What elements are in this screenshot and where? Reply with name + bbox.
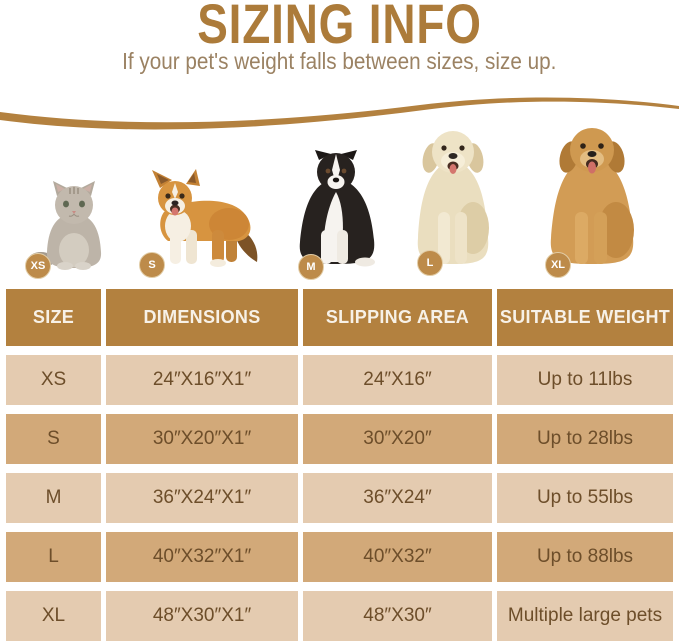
- column-header-slipping-area: SLIPPING AREA: [303, 289, 492, 346]
- pet-image-corgi: [126, 168, 268, 270]
- cell-l-suitable-weight: Up to 88lbs: [497, 532, 673, 582]
- cell-l-size: L: [6, 532, 101, 582]
- column-header-dimensions: DIMENSIONS: [106, 289, 298, 346]
- cell-xl-slipping-area: 48″X30″: [303, 591, 492, 641]
- size-badge-l: L: [417, 250, 443, 276]
- cell-xs-suitable-weight: Up to 11lbs: [497, 355, 673, 405]
- sizing-table: SIZE DIMENSIONS SLIPPING AREA SUITABLE W…: [6, 289, 673, 641]
- page-subtitle-text: If your pet's weight falls between sizes…: [122, 47, 557, 74]
- cell-xl-dimensions: 48″X30″X1″: [106, 591, 298, 641]
- cell-xl-size: XL: [6, 591, 101, 641]
- column-header-size: SIZE: [6, 289, 101, 346]
- size-badge-s: S: [139, 252, 165, 278]
- cell-xl-suitable-weight: Multiple large pets: [497, 591, 673, 641]
- cell-m-suitable-weight: Up to 55lbs: [497, 473, 673, 523]
- cell-s-dimensions: 30″X20″X1″: [106, 414, 298, 464]
- cell-m-size: M: [6, 473, 101, 523]
- cell-l-slipping-area: 40″X32″: [303, 532, 492, 582]
- page-title-text: SIZING INFO: [197, 0, 482, 55]
- cell-xs-size: XS: [6, 355, 101, 405]
- cell-xs-slipping-area: 24″X16″: [303, 355, 492, 405]
- size-badge-m: M: [298, 254, 324, 280]
- swoosh-divider: [0, 97, 679, 130]
- cell-s-suitable-weight: Up to 28lbs: [497, 414, 673, 464]
- size-badge-xs: XS: [25, 253, 51, 279]
- pet-image-cat: [28, 180, 120, 270]
- cell-xs-dimensions: 24″X16″X1″: [106, 355, 298, 405]
- cell-m-slipping-area: 36″X24″: [303, 473, 492, 523]
- pet-image-cream-golden-retriever: [398, 128, 508, 270]
- cell-s-size: S: [6, 414, 101, 464]
- column-header-suitable-weight: SUITABLE WEIGHT: [497, 289, 673, 346]
- cell-m-dimensions: 36″X24″X1″: [106, 473, 298, 523]
- cell-s-slipping-area: 30″X20″: [303, 414, 492, 464]
- page-subtitle: If your pet's weight falls between sizes…: [0, 47, 679, 75]
- pet-image-golden-retriever: [528, 126, 656, 270]
- page-title: SIZING INFO: [0, 0, 679, 55]
- size-badge-xl: XL: [545, 252, 571, 278]
- cell-l-dimensions: 40″X32″X1″: [106, 532, 298, 582]
- pet-image-border-collie: [283, 150, 389, 270]
